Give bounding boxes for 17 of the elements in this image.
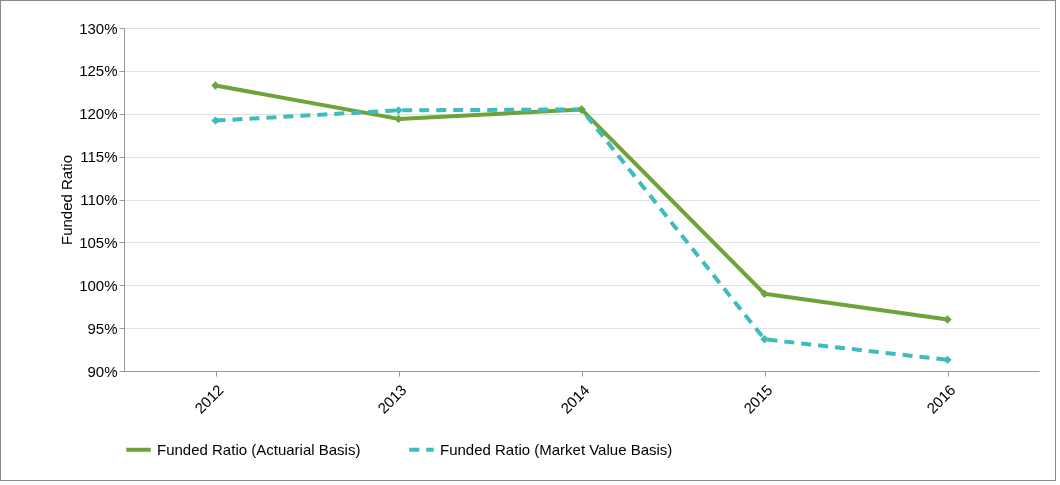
y-tick-label: 95% [87, 319, 118, 337]
y-tick-label: 100% [79, 276, 118, 294]
point [760, 335, 769, 344]
y-tick-label: 90% [87, 362, 118, 380]
point [760, 289, 769, 299]
point [394, 106, 403, 115]
point [943, 355, 952, 365]
y-axis-title: Funded Ratio [58, 154, 76, 246]
legend-label: Funded Ratio (Actuarial Basis) [157, 440, 361, 458]
y-tick-label: 110% [80, 191, 118, 208]
y-tick-label: 125% [79, 62, 118, 80]
y-tick-label: 115% [80, 148, 118, 166]
point [394, 114, 403, 124]
y-tick-label: 130% [79, 19, 118, 37]
y-tick-label: 120% [79, 105, 118, 123]
legend-label: Funded Ratio (Market Value Basis) [440, 440, 673, 458]
y-tick-label: 105% [79, 233, 118, 251]
